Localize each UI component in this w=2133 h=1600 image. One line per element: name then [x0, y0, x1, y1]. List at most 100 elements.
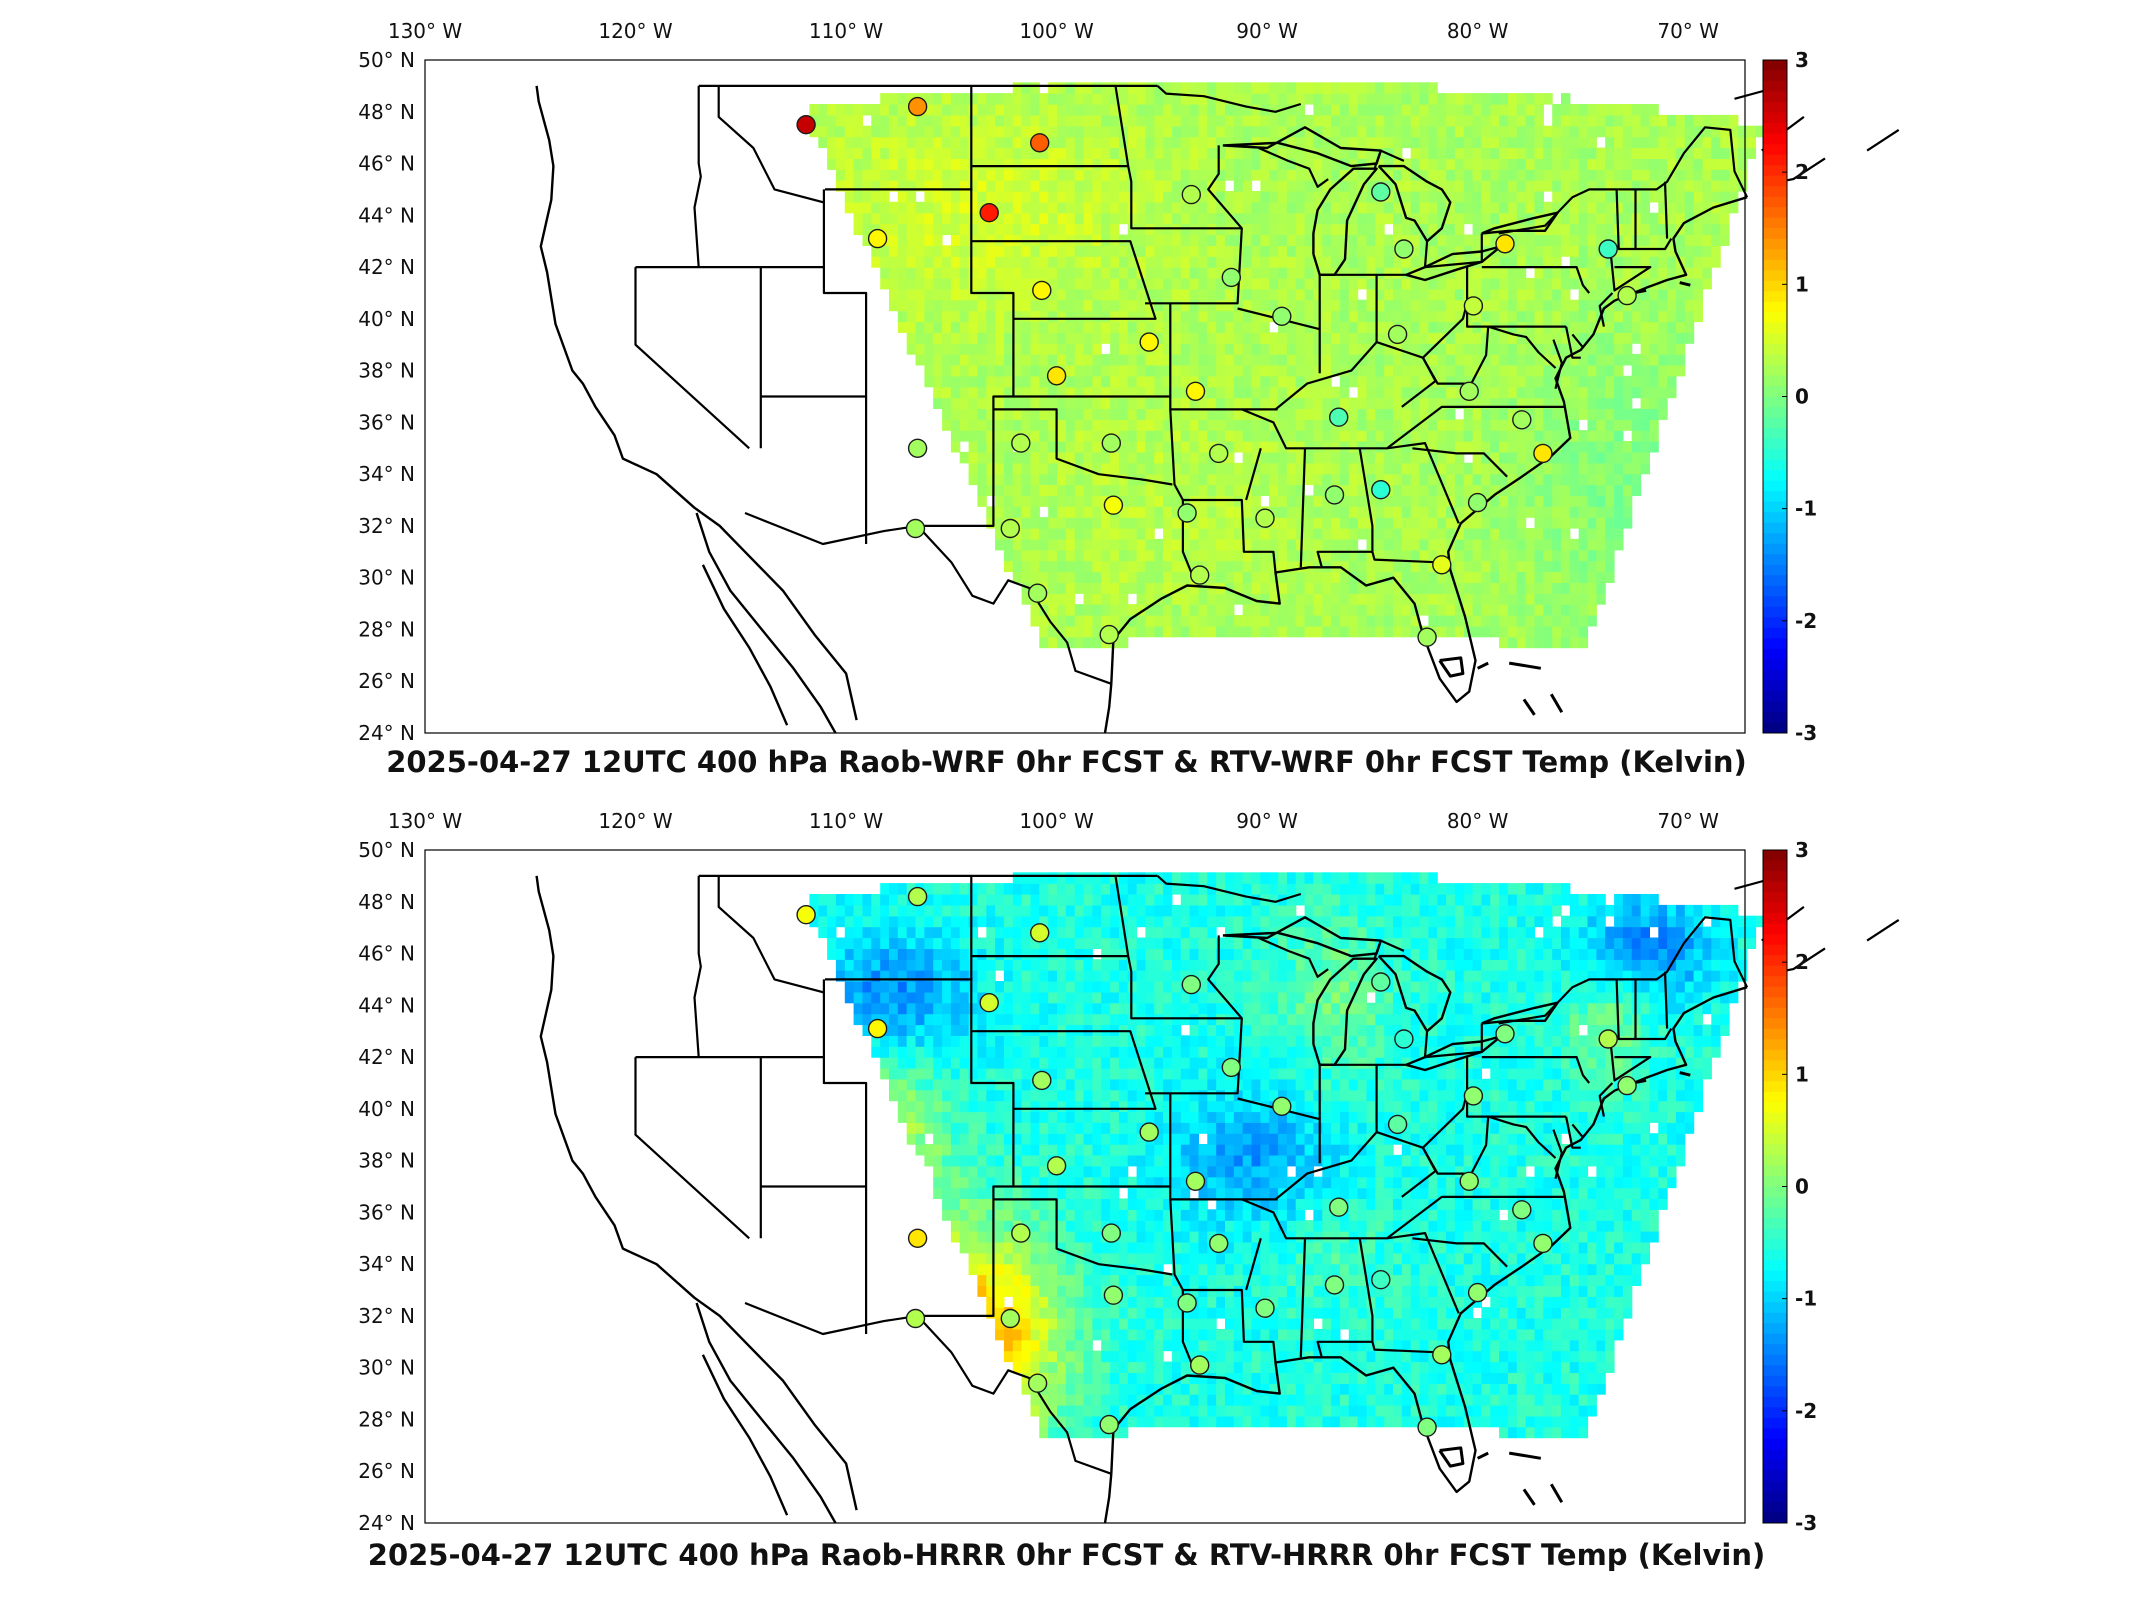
- colorbar-tick-label: 1: [1795, 1062, 1809, 1086]
- station-marker: [1512, 1200, 1532, 1220]
- state-border: [1481, 1056, 1591, 1084]
- station-marker: [1046, 366, 1067, 386]
- station-marker: [1221, 1057, 1242, 1078]
- station-marker: [1463, 1086, 1484, 1106]
- lat-tick-label: 46° N: [358, 942, 415, 966]
- station-marker: [1099, 1414, 1119, 1435]
- state-border: [971, 1030, 1157, 1110]
- state-border: [1565, 1116, 1581, 1149]
- state-border: [822, 189, 868, 544]
- station-marker: [1617, 1075, 1637, 1096]
- state-border: [1373, 940, 1382, 960]
- colorbar: 3 2 1 0 -1 -2 -3: [1762, 48, 1817, 745]
- colorbar-tick-label: 0: [1795, 385, 1809, 409]
- lat-tick-label: 40° N: [358, 1097, 415, 1121]
- station-marker: [1495, 1024, 1515, 1044]
- station-marker: [907, 96, 928, 117]
- station-marker: [1371, 972, 1391, 992]
- lat-tick-label: 24° N: [358, 721, 415, 745]
- station-marker: [979, 992, 999, 1013]
- station-marker: [1459, 381, 1479, 401]
- lon-tick-label: 80° W: [1447, 809, 1509, 833]
- state-border: [1481, 266, 1591, 294]
- state-border: [1565, 326, 1581, 359]
- state-border: [1466, 267, 1567, 328]
- raob-stations: [796, 96, 1637, 647]
- state-border: [1615, 979, 1673, 1041]
- station-marker: [1328, 1197, 1349, 1217]
- station-marker: [1467, 1282, 1488, 1303]
- station-marker: [1324, 485, 1345, 505]
- colorbar: 3 2 1 0 -1 -2 -3: [1762, 838, 1817, 1535]
- island-outline: [1522, 1488, 1536, 1506]
- state-border: [1498, 188, 1619, 235]
- island-outline: [1438, 1446, 1465, 1468]
- island-outline: [1438, 656, 1465, 678]
- coastline: [701, 564, 789, 726]
- lat-tick-label: 34° N: [358, 462, 415, 486]
- station-marker: [979, 202, 999, 223]
- lat-tick-label: 46° N: [358, 152, 415, 176]
- station-marker: [867, 1018, 888, 1039]
- state-border: [1609, 248, 1652, 292]
- lon-tick-label: 70° W: [1657, 809, 1719, 833]
- station-marker: [1101, 433, 1122, 453]
- station-marker: [1101, 1223, 1122, 1243]
- state-border: [1145, 935, 1243, 1095]
- station-marker: [905, 518, 926, 539]
- station-marker: [1029, 133, 1050, 153]
- station-marker: [1324, 1275, 1345, 1295]
- station-marker: [1046, 1156, 1067, 1176]
- island-outline: [1476, 661, 1489, 670]
- state-border: [744, 1301, 918, 1336]
- island-outline: [1476, 1451, 1489, 1460]
- state-border: [1552, 339, 1563, 389]
- state-border: [1114, 85, 1242, 230]
- station-marker: [796, 904, 816, 925]
- station-marker: [1371, 1270, 1391, 1290]
- station-marker: [1029, 923, 1050, 943]
- station-marker: [1417, 627, 1437, 647]
- state-border: [717, 85, 825, 204]
- lat-tick-label: 32° N: [358, 1304, 415, 1328]
- state-border: [1299, 1238, 1307, 1358]
- lake-outline: [1377, 954, 1452, 1033]
- colorbar-tick-label: -1: [1795, 497, 1817, 521]
- station-marker: [1394, 239, 1414, 259]
- station-marker: [1103, 495, 1124, 515]
- state-border: [822, 979, 868, 1334]
- lon-tick-label: 130° W: [388, 809, 463, 833]
- bottom-map-panel: 130° W 120° W 110° W 100° W 90° W 80° W 70° W 2…: [0, 790, 2133, 1600]
- colorbar-tick-label: -3: [1795, 721, 1817, 745]
- station-marker: [1221, 267, 1242, 288]
- station-marker: [1463, 296, 1484, 316]
- station-marker: [1417, 1417, 1437, 1437]
- lat-tick-label: 44° N: [358, 203, 415, 227]
- lat-tick-label: 28° N: [358, 617, 415, 641]
- coastline: [695, 1302, 837, 1524]
- lon-tick-label: 90° W: [1236, 809, 1298, 833]
- top-map-panel: 130° W 120° W 110° W 100° W 90° W 80° W 70° W 2…: [0, 0, 2133, 790]
- state-border: [1114, 875, 1242, 1020]
- station-marker: [1432, 555, 1452, 575]
- state-border: [916, 525, 1112, 685]
- station-marker: [1533, 1233, 1553, 1254]
- station-marker: [1598, 1029, 1618, 1049]
- lon-tick-label: 70° W: [1657, 19, 1719, 43]
- station-marker: [1189, 565, 1210, 585]
- state-border: [1412, 447, 1508, 478]
- state-border: [916, 1315, 1112, 1475]
- lat-tick-label: 36° N: [358, 410, 415, 434]
- station-marker: [1189, 1355, 1210, 1375]
- lon-tick-label: 110° W: [809, 19, 884, 43]
- lat-tick-label: 40° N: [358, 307, 415, 331]
- station-marker: [1103, 1285, 1124, 1305]
- state-border: [1423, 241, 1429, 268]
- state-border: [1245, 1237, 1262, 1291]
- lat-tick-label: 36° N: [358, 1200, 415, 1224]
- state-border: [1487, 1115, 1557, 1159]
- colorbar-tick-label: -2: [1795, 609, 1817, 633]
- station-marker: [1371, 182, 1391, 202]
- station-marker: [907, 886, 928, 907]
- station-marker: [1394, 1029, 1414, 1049]
